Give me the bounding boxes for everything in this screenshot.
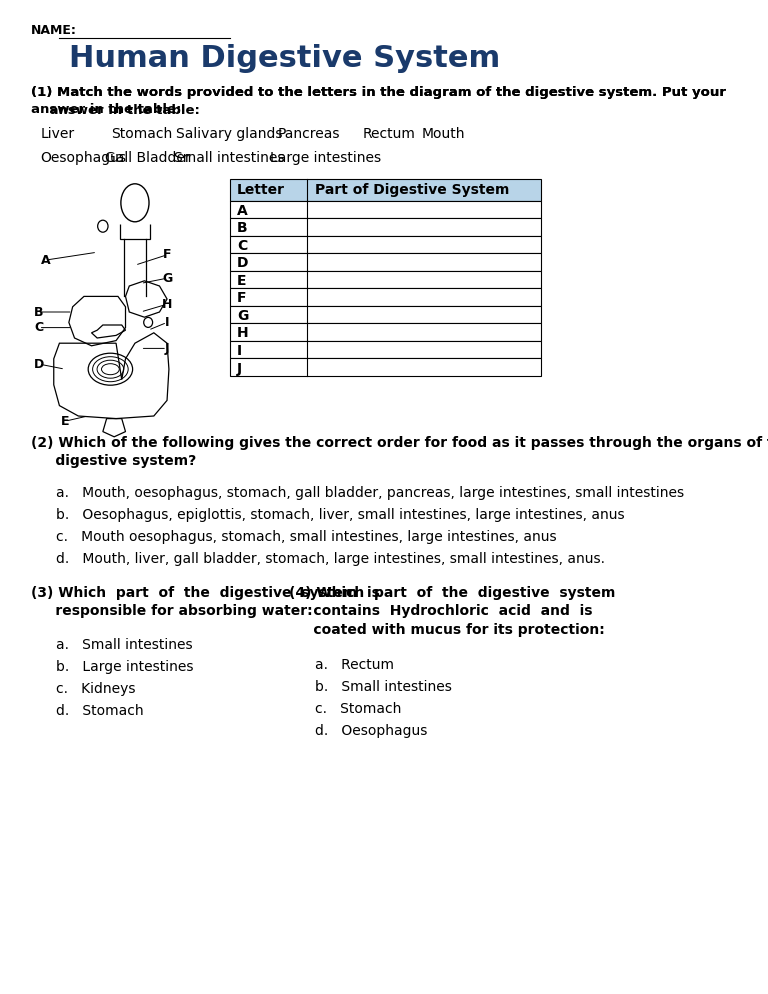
Text: D: D [34, 358, 44, 371]
Text: F: F [163, 248, 171, 261]
Bar [230, 359, 541, 376]
Bar [230, 271, 541, 288]
Text: A: A [237, 204, 248, 218]
Text: NAME:: NAME: [31, 24, 77, 37]
Text: Stomach: Stomach [111, 127, 172, 141]
Text: b.   Oesophagus, epiglottis, stomach, liver, small intestines, large intestines,: b. Oesophagus, epiglottis, stomach, live… [55, 508, 624, 522]
Text: d.   Oesophagus: d. Oesophagus [315, 724, 427, 738]
Text: (4) Which  part  of  the  digestive  system
     contains  Hydrochloric  acid  a: (4) Which part of the digestive system c… [289, 586, 615, 637]
Text: F: F [237, 291, 247, 305]
Bar [230, 201, 541, 219]
Bar [230, 341, 541, 359]
Text: Gall Bladder: Gall Bladder [105, 151, 190, 165]
Text: H: H [237, 326, 249, 341]
Bar [230, 306, 541, 323]
Text: c.   Kidneys: c. Kidneys [55, 682, 135, 696]
Text: I: I [237, 344, 242, 358]
Bar [230, 219, 541, 236]
Text: b.   Small intestines: b. Small intestines [315, 680, 452, 694]
Bar [230, 288, 541, 306]
Text: a.   Rectum: a. Rectum [315, 658, 394, 672]
Bar [230, 236, 541, 253]
Bar [230, 323, 541, 341]
Text: Rectum: Rectum [362, 127, 415, 141]
Text: b.   Large intestines: b. Large intestines [55, 660, 193, 674]
Text: Oesophagus: Oesophagus [41, 151, 127, 165]
Text: G: G [237, 309, 248, 323]
Text: J: J [164, 342, 170, 355]
Text: C: C [237, 239, 247, 253]
Text: Letter: Letter [237, 183, 285, 197]
Text: J: J [237, 362, 242, 376]
Text: I: I [165, 316, 169, 329]
Text: d.   Mouth, liver, gall bladder, stomach, large intestines, small intestines, an: d. Mouth, liver, gall bladder, stomach, … [55, 552, 604, 566]
Text: Large intestines: Large intestines [270, 151, 382, 165]
Text: Mouth: Mouth [422, 127, 465, 141]
Text: Salivary glands: Salivary glands [176, 127, 283, 141]
Text: d.   Stomach: d. Stomach [55, 704, 143, 718]
Bar [230, 253, 541, 271]
Text: H: H [162, 297, 172, 311]
Text: (1) Match the words provided to the letters in the diagram of the digestive syst: (1) Match the words provided to the lett… [31, 86, 726, 116]
Text: Part of Digestive System: Part of Digestive System [315, 183, 509, 197]
Text: Liver: Liver [41, 127, 74, 141]
Text: D: D [237, 256, 248, 270]
Text: Pancreas: Pancreas [278, 127, 340, 141]
Text: Human Digestive System: Human Digestive System [68, 44, 500, 73]
Text: B: B [34, 305, 44, 318]
Text: B: B [237, 222, 247, 236]
Text: (3) Which  part  of  the  digestive  system  is
     responsible for absorbing w: (3) Which part of the digestive system i… [31, 586, 380, 618]
Text: Small intestines: Small intestines [174, 151, 284, 165]
Text: a.   Mouth, oesophagus, stomach, gall bladder, pancreas, large intestines, small: a. Mouth, oesophagus, stomach, gall blad… [55, 486, 684, 500]
Text: c.   Mouth oesophagus, stomach, small intestines, large intestines, anus: c. Mouth oesophagus, stomach, small inte… [55, 530, 556, 544]
Text: E: E [61, 414, 69, 427]
Text: C: C [34, 321, 43, 334]
Bar [230, 179, 541, 201]
Text: (2) Which of the following gives the correct order for food as it passes through: (2) Which of the following gives the cor… [31, 436, 768, 468]
Text: c.   Stomach: c. Stomach [315, 702, 401, 716]
Text: a.   Small intestines: a. Small intestines [55, 638, 192, 652]
Text: E: E [237, 274, 247, 288]
Text: G: G [162, 271, 172, 284]
Text: (1) Match the words provided to the letters in the diagram of the digestive syst: (1) Match the words provided to the lett… [31, 86, 726, 117]
Text: A: A [41, 253, 51, 266]
